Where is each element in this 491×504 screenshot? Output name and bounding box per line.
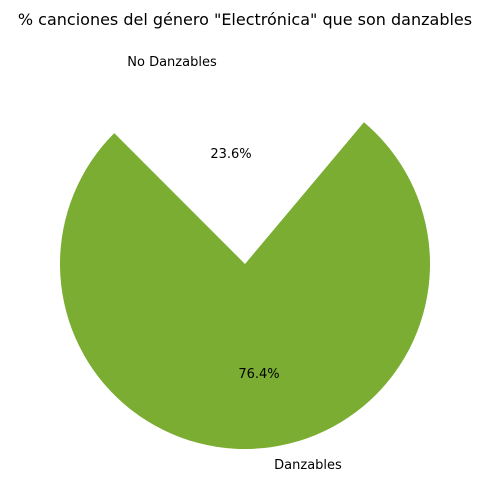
percent-label-no-danzables: 23.6% (210, 147, 251, 162)
pie-slice-danzables (60, 122, 431, 450)
chart-title: % canciones del género "Electrónica" que… (18, 10, 472, 29)
category-label-no-danzables: No Danzables (127, 55, 217, 70)
pie-slices (60, 78, 431, 450)
pie-slice-no-danzables (114, 78, 364, 264)
percent-label-danzables: 76.4% (238, 367, 279, 382)
category-label-danzables: Danzables (274, 458, 342, 473)
